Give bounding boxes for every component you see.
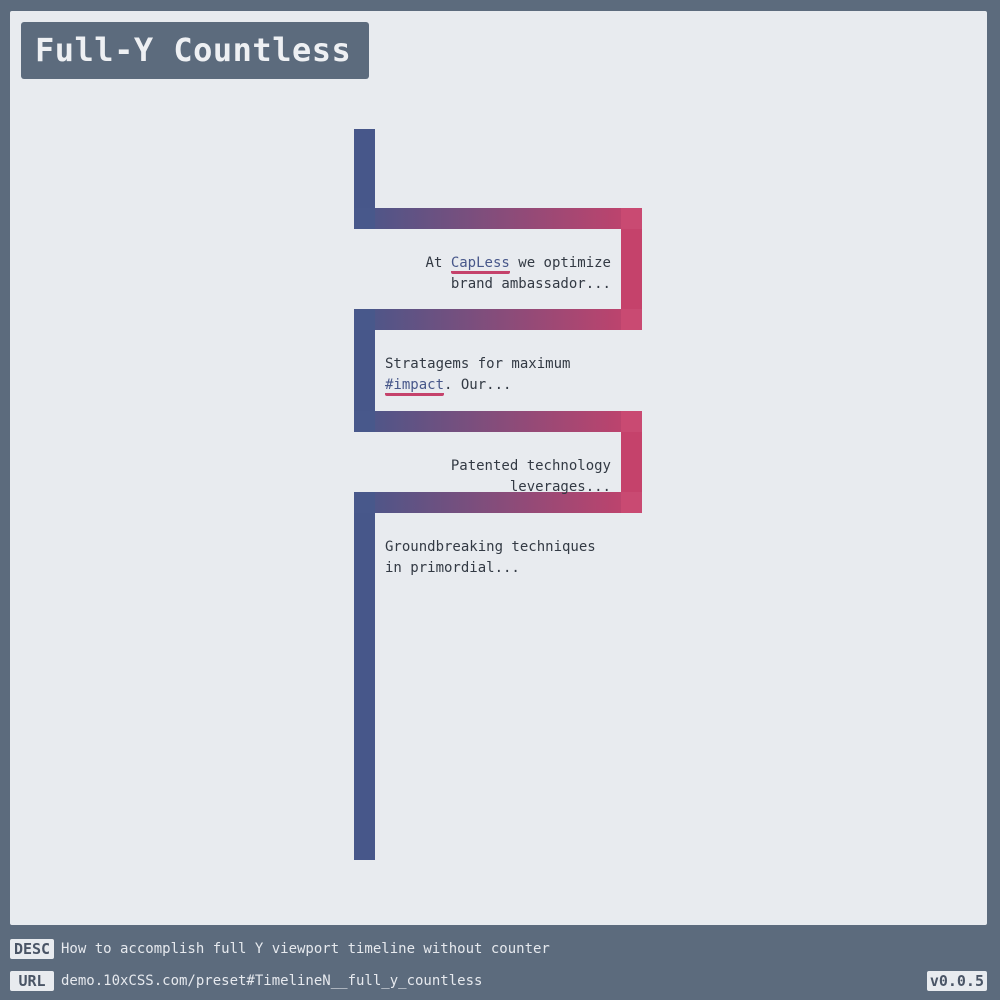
- timeline-connector: [354, 309, 642, 330]
- impact-hashtag-link[interactable]: #impact: [385, 377, 445, 396]
- version-badge: v0.0.5: [926, 971, 987, 991]
- timeline-stem-bottom: [354, 513, 375, 860]
- timeline-joint: [621, 208, 642, 229]
- page-title: Full-Y Countless: [21, 22, 370, 79]
- url-text[interactable]: demo.10xCSS.com/preset#TimelineN__full_y…: [61, 973, 483, 989]
- timeline-joint: [621, 411, 642, 432]
- timeline-rail-right: [621, 229, 642, 310]
- desc-tag: DESC: [10, 939, 54, 959]
- timeline-rail-right: [621, 432, 642, 493]
- timeline-rail-left: [354, 330, 375, 411]
- item-text: we optimize brand ambassador...: [450, 255, 611, 292]
- item-text: Stratagems for maximum: [385, 356, 571, 372]
- item-text: Groundbreaking techniques in primordial.…: [385, 539, 596, 576]
- capless-link[interactable]: CapLess: [450, 255, 510, 274]
- timeline-item: Groundbreaking techniques in primordial.…: [385, 537, 610, 579]
- timeline-stem-top: [354, 129, 375, 209]
- timeline-connector: [354, 208, 642, 229]
- desc-text: How to accomplish full Y viewport timeli…: [61, 941, 550, 957]
- timeline-connector: [354, 411, 642, 432]
- timeline-joint: [621, 492, 642, 513]
- timeline-joint: [354, 411, 375, 432]
- timeline-connector: [354, 492, 642, 513]
- item-text: Patented technology leverages...: [450, 458, 611, 495]
- timeline-item: Stratagems for maximum #impact. Our...: [385, 354, 635, 396]
- item-text: . Our...: [444, 377, 512, 393]
- demo-canvas: [10, 11, 987, 925]
- timeline-item: Patented technology leverages...: [360, 456, 611, 498]
- timeline-item: At CapLess we optimize brand ambassador.…: [385, 253, 611, 295]
- item-text: At: [425, 255, 451, 271]
- url-tag: URL: [10, 971, 54, 991]
- timeline-joint: [354, 309, 375, 330]
- timeline-joint: [621, 309, 642, 330]
- timeline-joint: [354, 208, 375, 229]
- timeline-joint: [354, 492, 375, 513]
